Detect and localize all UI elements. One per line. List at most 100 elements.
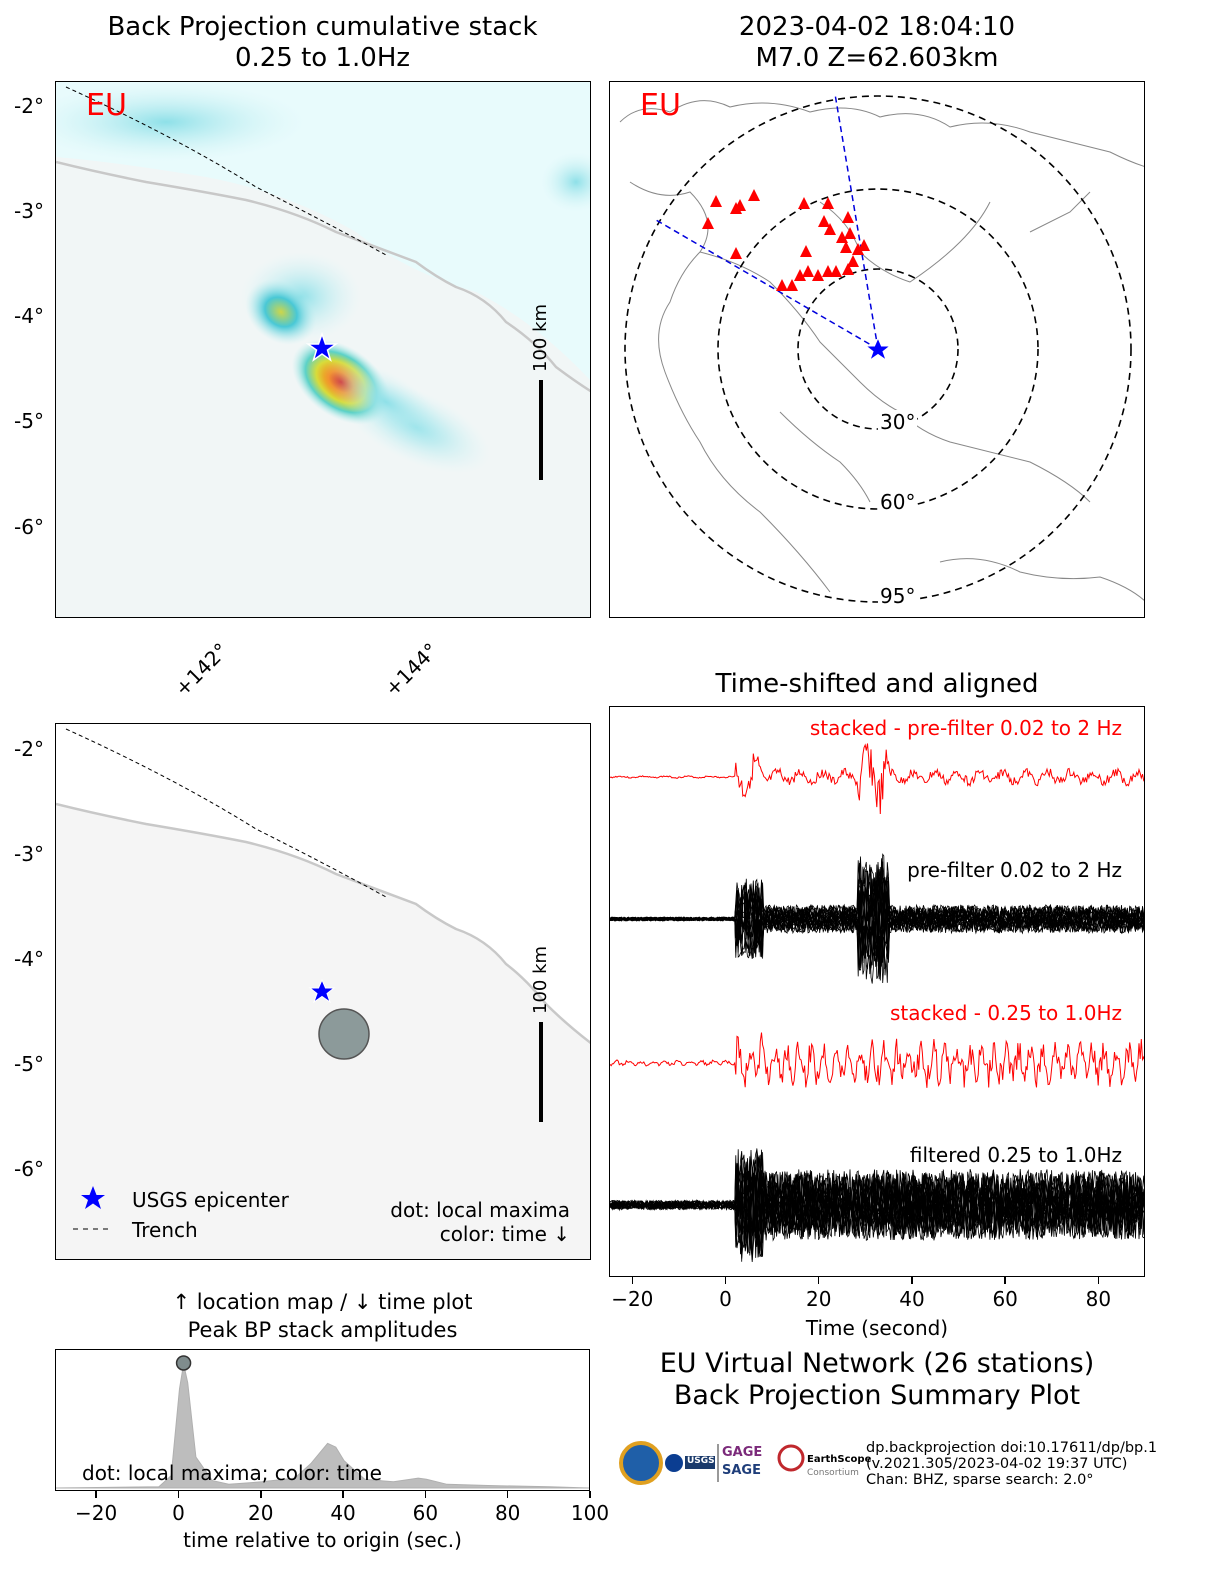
event-magnitude-depth: M7.0 Z=62.603km — [755, 43, 999, 73]
station-marker — [798, 197, 810, 209]
station-marker — [776, 279, 788, 291]
epicenter-star — [308, 978, 336, 1004]
peak-x-tick-label: 80 — [494, 1501, 521, 1525]
trace-label-prefilter: pre-filter 0.02 to 2 Hz — [907, 858, 1122, 882]
traces-x-tick-mark — [1004, 1277, 1006, 1284]
peak-x-tick-label: −20 — [75, 1501, 118, 1525]
trace-station-filtered — [610, 1152, 1144, 1258]
network-label: EU — [86, 88, 127, 123]
station-marker — [748, 189, 760, 201]
lat-tick: -3° — [14, 199, 44, 223]
peak-x-tick-mark — [177, 1491, 180, 1498]
traces-x-tick-mark — [817, 1277, 820, 1284]
trace-station-filtered — [610, 1148, 1144, 1254]
bp-stack-title-line2: 0.25 to 1.0Hz — [234, 43, 411, 73]
ring-60 — [717, 188, 1039, 510]
bp-stack-map: EU 100 km — [55, 81, 591, 618]
footer-line3: Chan: BHZ, sparse search: 2.0° — [866, 1472, 1094, 1488]
usgs-logo-icon — [685, 1456, 715, 1469]
bp-stack-map-svg — [56, 82, 590, 617]
epicenter-star — [305, 331, 339, 362]
peak-x-tick-mark — [260, 1491, 262, 1498]
traces-x-tick-label: 60 — [992, 1287, 1018, 1311]
lat-tick: -5° — [14, 409, 44, 433]
event-title: 2023-04-02 18:04:10 M7.0 Z=62.603km — [609, 12, 1145, 74]
trace-station-filtered — [610, 1159, 1144, 1252]
legend-star-icon — [81, 1186, 105, 1209]
traces-x-tick-label: −20 — [611, 1287, 654, 1311]
summary-line1: EU Virtual Network (26 stations) — [659, 1348, 1095, 1379]
scale-bar-label: 100 km — [530, 945, 551, 1014]
trace-stacked-prefilter — [610, 743, 1144, 815]
peak-x-tick-label: 60 — [412, 1501, 439, 1525]
peak-caption-line1: ↑ location map / ↓ time plot — [172, 1290, 473, 1314]
earthscope-logo-text: EarthScope — [807, 1454, 872, 1465]
peak-x-tick-mark — [342, 1491, 344, 1498]
traces-x-tick-mark — [724, 1277, 727, 1284]
peak-x-tick-mark — [424, 1491, 427, 1498]
coastline — [56, 160, 590, 393]
peak-x-tick-label: 20 — [248, 1501, 274, 1525]
station-marker — [858, 239, 870, 251]
lat-tick: -2° — [14, 737, 44, 761]
station-map: EU 30° 60° 95° — [609, 81, 1145, 618]
station-marker — [842, 211, 854, 223]
logos-svg — [619, 1441, 805, 1485]
ring-label-30: 30° — [878, 410, 918, 434]
peak-amplitude-svg — [56, 1355, 589, 1489]
legend-trench-label: Trench — [132, 1218, 198, 1242]
trace-station-prefilter — [610, 862, 1144, 967]
station-marker — [840, 241, 852, 253]
peak-x-tick-mark — [506, 1491, 509, 1498]
traces-panel: stacked - pre-filter 0.02 to 2 Hz pre-fi… — [609, 706, 1145, 1277]
bp-stack-title: Back Projection cumulative stack 0.25 to… — [55, 12, 590, 74]
lat-tick: -6° — [14, 515, 44, 539]
nsf-logo-icon — [619, 1441, 663, 1485]
station-marker — [844, 227, 856, 239]
peak-x-tick-label: 40 — [330, 1501, 356, 1525]
traces-x-tick-label: 40 — [899, 1287, 925, 1311]
station-marker — [812, 269, 824, 281]
ring-label-60: 60° — [878, 490, 918, 514]
peak-caption: ↑ location map / ↓ time plot Peak BP sta… — [55, 1288, 590, 1344]
lat-tick: -3° — [14, 842, 44, 866]
footer-line1: dp.backprojection doi:10.17611/dp/bp.1 — [866, 1440, 1158, 1456]
trace-label-stacked-prefilter: stacked - pre-filter 0.02 to 2 Hz — [809, 716, 1122, 740]
usgs-logo-text: USGS — [687, 1456, 715, 1466]
trace-station-filtered — [610, 1155, 1144, 1258]
peak-note: dot: local maxima; color: time — [82, 1461, 382, 1485]
trace-label-filtered: filtered 0.25 to 1.0Hz — [909, 1143, 1122, 1167]
network-label: EU — [640, 88, 681, 123]
station-marker — [818, 215, 830, 227]
maxima-note-line2: color: time ↓ — [439, 1222, 570, 1246]
station-marker — [852, 243, 864, 255]
event-time: 2023-04-02 18:04:10 — [738, 12, 1016, 42]
nasa-logo-icon — [665, 1454, 683, 1472]
earthscope-logo-icon — [777, 1444, 805, 1472]
ring-label-95: 95° — [878, 584, 918, 608]
traces-x-tick-label: 80 — [1085, 1287, 1112, 1311]
traces-x-tick-mark — [911, 1277, 913, 1284]
scale-bar-label: 100 km — [530, 303, 551, 372]
peak-caption-line2: Peak BP stack amplitudes — [187, 1318, 458, 1342]
station-marker — [730, 247, 742, 259]
epicenter-star — [864, 336, 892, 362]
maxima-map-svg — [56, 724, 590, 1230]
traces-title: Time-shifted and aligned — [715, 669, 1039, 699]
peak-x-tick-label: 0 — [172, 1501, 185, 1525]
station-marker — [842, 263, 854, 275]
station-map-svg — [619, 93, 1144, 603]
lat-tick: -4° — [14, 304, 44, 328]
summary-title: EU Virtual Network (26 stations) Back Pr… — [609, 1348, 1145, 1412]
traces-svg — [610, 743, 1144, 1263]
station-marker — [734, 199, 746, 211]
legend-epicenter-label: USGS epicenter — [132, 1188, 289, 1212]
traces-x-tick-mark — [631, 1277, 634, 1284]
station-marker — [786, 279, 798, 291]
gage-logo-text: GAGE — [722, 1445, 763, 1460]
azimuth-line-northwest — [655, 219, 879, 350]
station-marker — [847, 255, 859, 267]
peak-amplitude-panel: dot: local maxima; color: time — [55, 1349, 590, 1491]
local-maximum-dot — [318, 1008, 370, 1060]
station-marker — [824, 223, 836, 235]
